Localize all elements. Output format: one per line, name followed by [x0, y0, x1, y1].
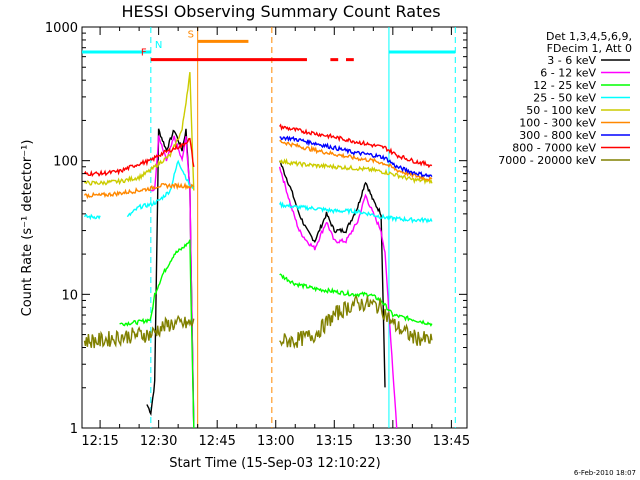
- date-stamp: 6-Feb-2010 18:07: [574, 469, 636, 477]
- x-tick-label: 13:00: [257, 434, 294, 449]
- legend-entry-label: 50 - 100 keV: [526, 104, 596, 117]
- y-tick-label: 10: [61, 288, 78, 303]
- x-tick-label: 12:30: [140, 434, 177, 449]
- plot-area: [81, 26, 468, 429]
- y-tick-label: 100: [53, 155, 78, 170]
- legend: Det 1,3,4,5,6,9, FDecim 1, Att 0 3 - 6 k…: [498, 30, 632, 167]
- x-tick-label: 13:45: [433, 434, 470, 449]
- series-line: [120, 240, 456, 428]
- y-axis: 1 10 100 1000: [45, 21, 467, 437]
- chart-title: HESSI Observing Summary Count Rates: [121, 2, 440, 21]
- legend-entry-label: 25 - 50 keV: [533, 92, 596, 105]
- x-tick-label: 13:30: [374, 434, 411, 449]
- legend-entry-label: 12 - 25 keV: [533, 79, 596, 92]
- legend-header-line-1: Det 1,3,4,5,6,9,: [546, 30, 632, 43]
- legend-header-line-2: FDecim 1, Att 0: [547, 42, 632, 55]
- legend-entry-label: 800 - 7000 keV: [512, 142, 596, 155]
- legend-entry-label: 300 - 800 keV: [519, 129, 596, 142]
- y-tick-label: 1: [70, 422, 78, 437]
- series-line: [146, 128, 386, 429]
- flag-bars: N S F: [82, 29, 456, 62]
- series-line: [85, 141, 456, 198]
- legend-entry-label: 3 - 6 keV: [547, 54, 596, 67]
- y-axis-label: Count Rate (s⁻¹ detector⁻¹): [20, 140, 35, 317]
- series-line: [85, 296, 456, 348]
- x-tick-label: 12:15: [81, 434, 118, 449]
- vertical-markers: [150, 27, 456, 428]
- x-tick-label: 12:45: [198, 434, 235, 449]
- x-axis: 12:15 12:30 12:45 13:00 13:15 13:30 13:45: [81, 27, 470, 449]
- flag-label: S: [188, 29, 194, 40]
- legend-entry-label: 100 - 300 keV: [519, 117, 596, 130]
- x-tick-label: 13:15: [316, 434, 353, 449]
- x-axis-label: Start Time (15-Sep-03 12:10:22): [169, 456, 380, 471]
- series-layer: [85, 72, 456, 428]
- series-line: [85, 72, 456, 190]
- flag-label: N: [155, 40, 162, 51]
- series-line: [150, 135, 398, 429]
- legend-entry-label: 6 - 12 keV: [540, 67, 596, 80]
- y-tick-label: 1000: [45, 21, 78, 36]
- flag-label: F: [141, 48, 147, 59]
- legend-entry-label: 7000 - 20000 keV: [498, 154, 596, 167]
